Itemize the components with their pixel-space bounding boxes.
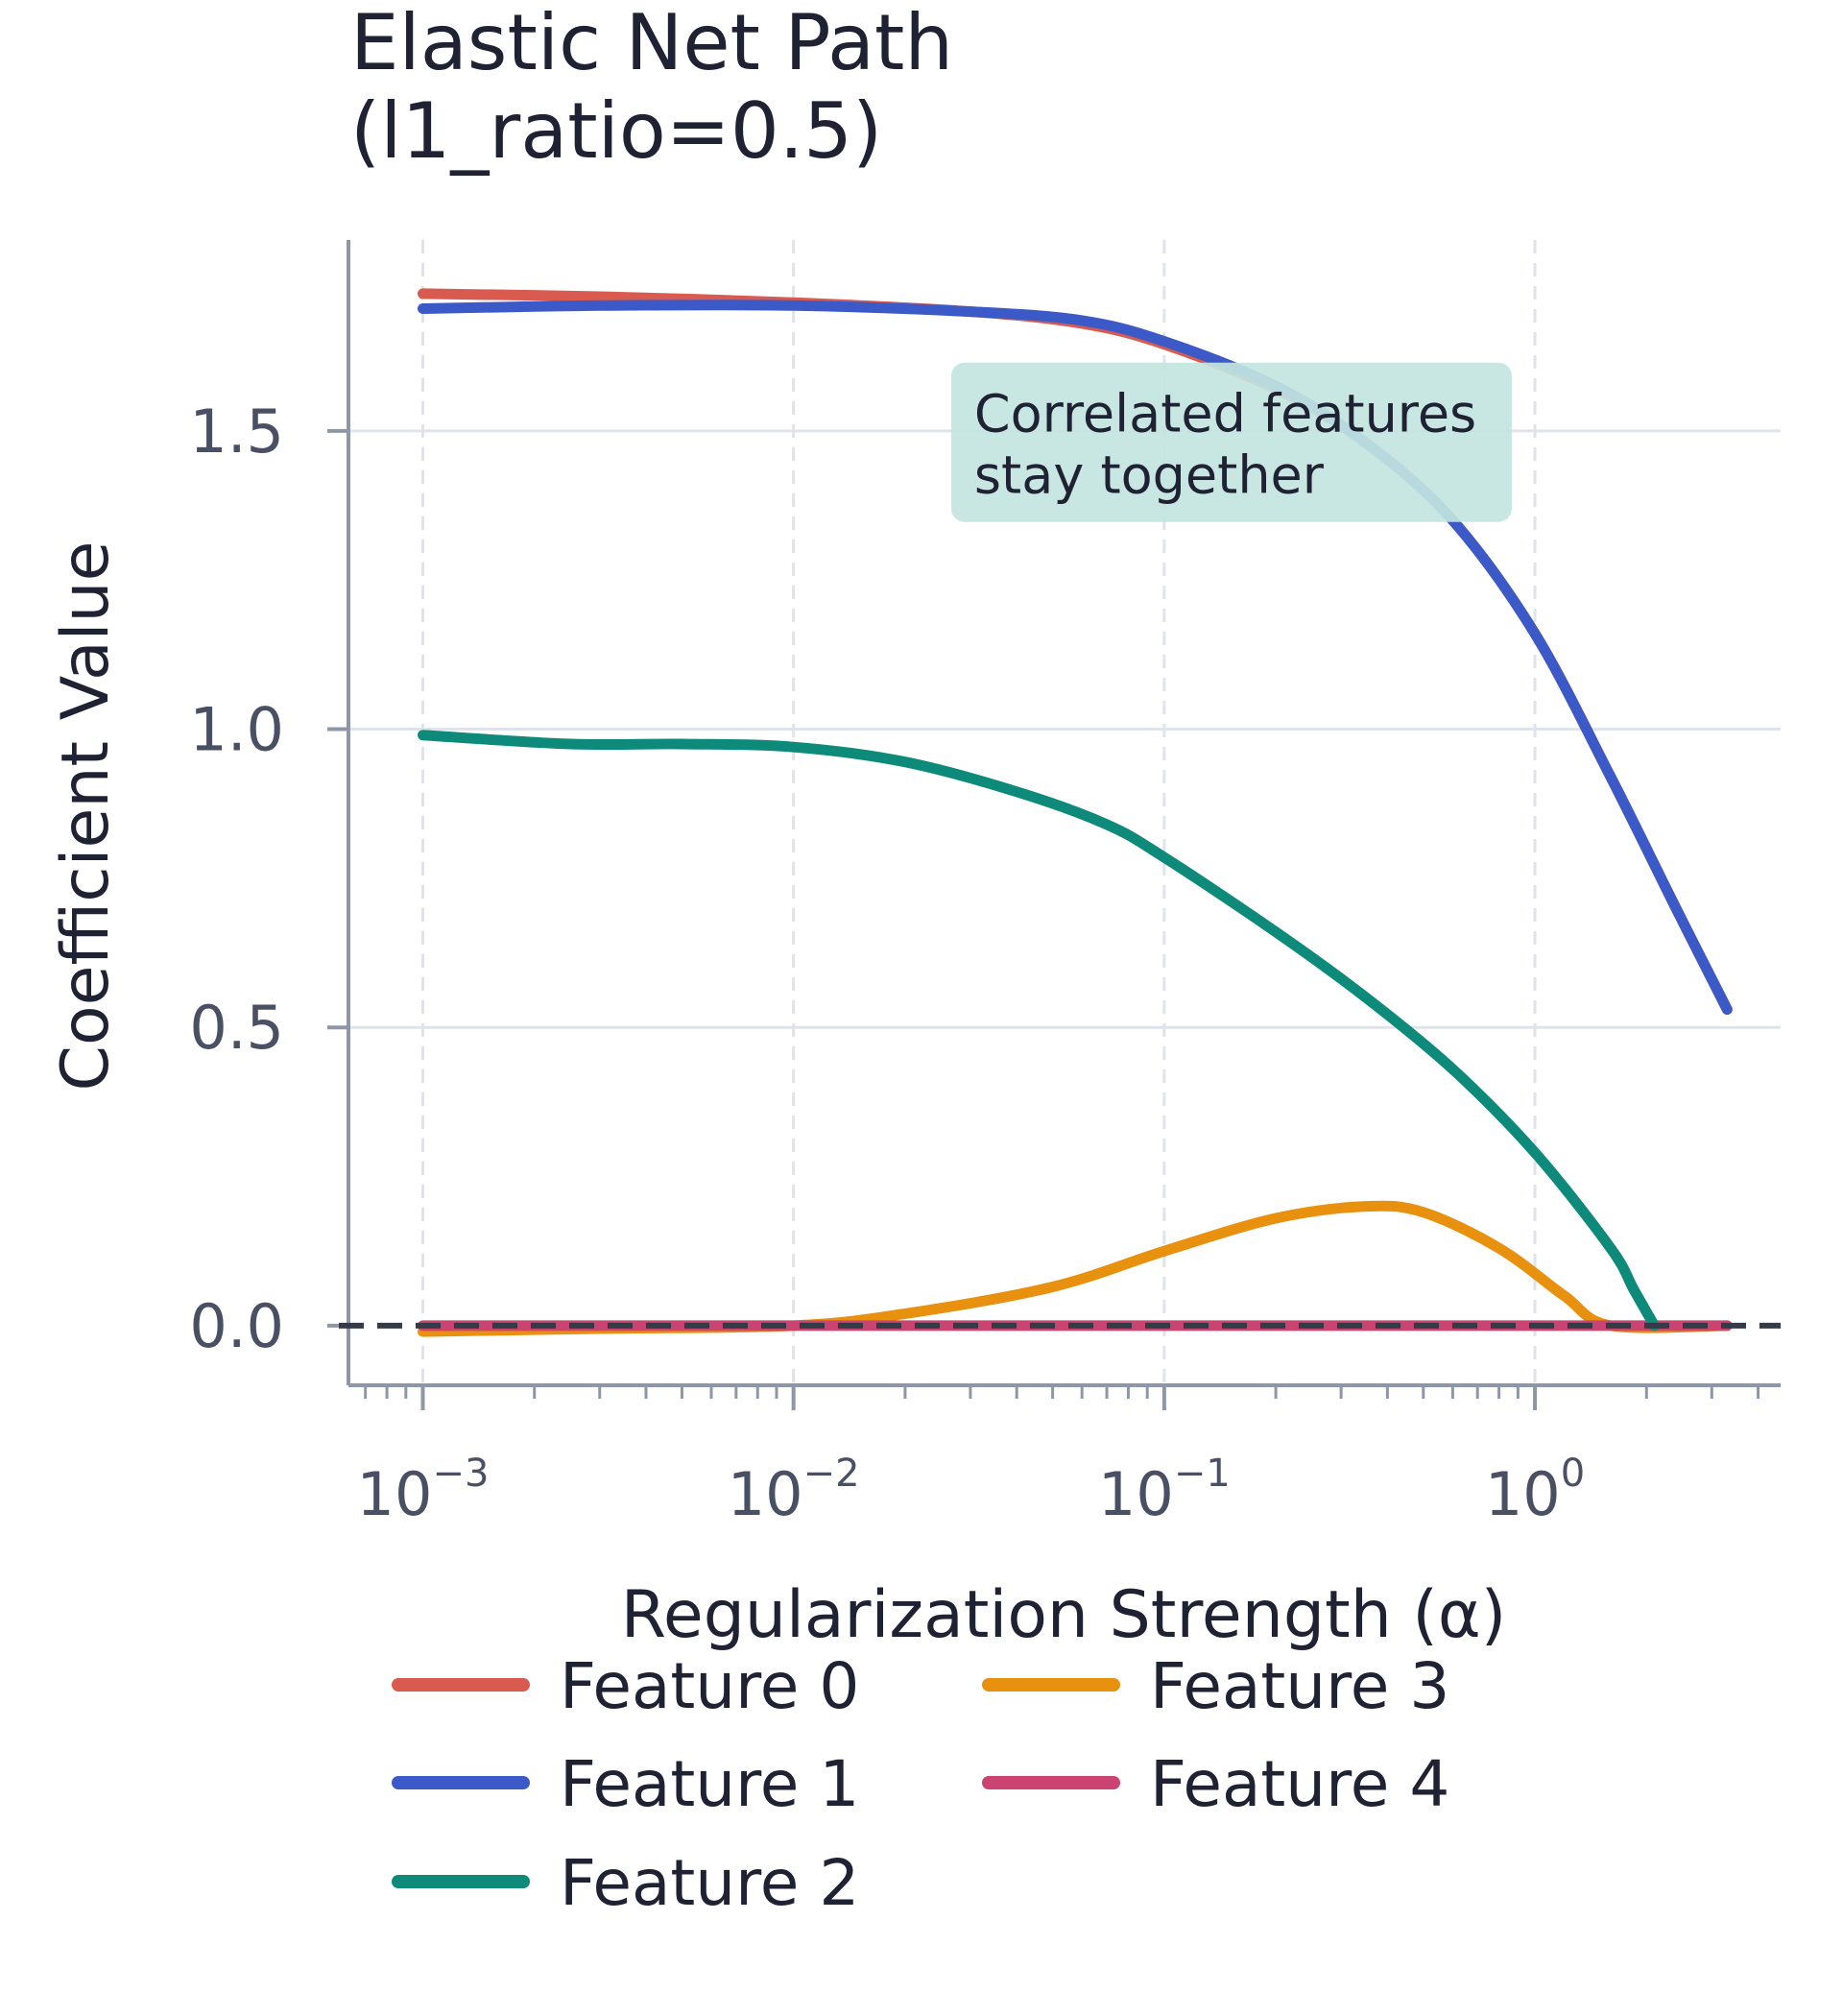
y-axis-label: Coefficient Value <box>48 541 124 1092</box>
x-tick-exponent-0: −3 <box>432 1452 489 1496</box>
x-tick-label-1: 10−2 <box>728 1452 860 1529</box>
annotation-box <box>950 362 1512 522</box>
legend: Feature 0 Feature 1 Feature 2 Feature 3 Feat… <box>392 1649 1449 1920</box>
x-tick-label-2: 10−1 <box>1098 1452 1231 1529</box>
x-tick-base-3: 10 <box>1485 1459 1561 1529</box>
x-tick-exponent-1: −2 <box>803 1452 860 1496</box>
x-tick-base-0: 10 <box>357 1459 433 1529</box>
legend-label-feature-1: Feature 1 <box>560 1747 859 1821</box>
x-tick-base-1: 10 <box>728 1459 803 1529</box>
x-tick-exponent-3: 0 <box>1561 1452 1585 1496</box>
axis-labels: Regularization Strength (α) Coefficient V… <box>48 541 1506 1653</box>
legend-label-feature-0: Feature 0 <box>560 1649 859 1723</box>
x-tick-exponent-2: −1 <box>1174 1452 1231 1496</box>
y-tick-label-3: 1.5 <box>189 396 284 467</box>
chart-title-line-1: (l1_ratio=0.5) <box>350 86 882 176</box>
x-tick-label-0: 10−3 <box>357 1452 490 1529</box>
x-tick-label-3: 100 <box>1485 1452 1585 1529</box>
series-line-feature-3 <box>418 1200 1733 1337</box>
legend-label-feature-4: Feature 4 <box>1150 1747 1449 1821</box>
y-tick-label-1: 0.5 <box>189 993 284 1063</box>
y-tick-label-2: 1.0 <box>189 695 284 765</box>
legend-label-feature-2: Feature 2 <box>560 1846 859 1920</box>
legend-label-feature-3: Feature 3 <box>1150 1649 1449 1723</box>
annotation-line-0: Correlated features <box>974 384 1476 444</box>
axes: 0.00.51.01.510−3 10−2 10−1 100 <box>189 240 1781 1529</box>
x-axis-label: Regularization Strength (α) <box>621 1577 1507 1653</box>
chart-title: Elastic Net Path(l1_ratio=0.5) <box>350 0 953 176</box>
annotation-line-1: stay together <box>974 445 1325 506</box>
x-tick-base-2: 10 <box>1098 1459 1174 1529</box>
chart-title-line-0: Elastic Net Path <box>350 0 953 87</box>
series-line-feature-2 <box>418 730 1660 1332</box>
y-tick-label-0: 0.0 <box>189 1291 284 1361</box>
